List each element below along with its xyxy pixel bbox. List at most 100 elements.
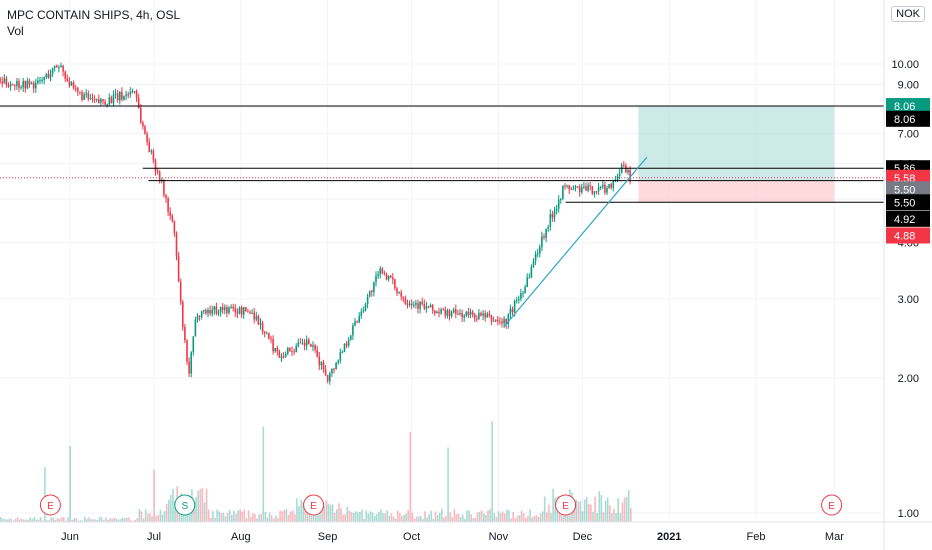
volume-bar xyxy=(590,504,592,522)
price-scale-tag: 8.06 xyxy=(886,110,930,127)
candle-body xyxy=(511,308,514,313)
volume-bar xyxy=(373,515,376,522)
candle-body xyxy=(417,303,419,309)
volume-bar xyxy=(151,516,153,522)
candle-body xyxy=(224,307,226,310)
candle-body xyxy=(87,93,90,99)
candle-body xyxy=(98,99,100,103)
x-tick-label: Oct xyxy=(403,531,420,543)
candle-body xyxy=(26,80,29,89)
candle-body xyxy=(70,82,73,86)
candle-body xyxy=(572,188,575,190)
candle-body xyxy=(226,307,228,313)
volume-bar xyxy=(619,513,622,522)
candle-body xyxy=(93,99,96,101)
volume-bar xyxy=(300,499,302,522)
volume-bar xyxy=(338,503,340,522)
volume-bar xyxy=(531,517,533,522)
volume-bar xyxy=(117,519,120,522)
volume-bar xyxy=(378,512,380,522)
candle-body xyxy=(209,309,211,314)
candle-body xyxy=(480,312,482,316)
volume-bar xyxy=(592,511,594,522)
volume-bar xyxy=(283,509,286,522)
volume-bar xyxy=(163,510,166,522)
symbol-title[interactable]: MPC CONTAIN SHIPS, 4h, OSL xyxy=(7,8,181,22)
candle-body xyxy=(608,184,610,189)
volume-bar xyxy=(630,507,632,522)
volume-label[interactable]: Vol xyxy=(7,24,24,38)
candle-body xyxy=(356,321,358,323)
candle-body xyxy=(39,80,41,82)
candle-body xyxy=(133,91,136,93)
candle-body xyxy=(291,350,293,352)
candle-body xyxy=(184,326,186,341)
volume-bar xyxy=(256,518,258,522)
volume-bar xyxy=(96,520,99,522)
volume-bar xyxy=(344,514,346,522)
currency-button[interactable]: NOK xyxy=(891,6,925,22)
event-circle xyxy=(39,494,61,516)
volume-bar xyxy=(111,518,113,522)
candle-body xyxy=(421,301,423,305)
y-tick-label: 10.00 xyxy=(891,59,919,71)
candle-body xyxy=(488,313,491,316)
candle-body xyxy=(457,313,459,315)
candle-body xyxy=(173,221,176,234)
candle-body xyxy=(268,333,270,339)
volume-bar xyxy=(212,510,214,522)
volume-bar xyxy=(231,514,233,522)
candle-body xyxy=(108,97,111,105)
volume-bar xyxy=(136,518,139,522)
event-marker-E[interactable]: E xyxy=(39,494,61,516)
event-marker-S[interactable]: S xyxy=(174,494,196,516)
volume-bar xyxy=(514,518,517,522)
volume-bar xyxy=(138,509,141,522)
candle-body xyxy=(146,133,148,142)
volume-bar xyxy=(105,517,107,522)
volume-bar xyxy=(455,514,458,522)
volume-bar xyxy=(411,512,414,522)
candle-body xyxy=(205,309,207,314)
volume-bar xyxy=(426,517,428,522)
volume-bar xyxy=(413,518,416,522)
candle-body xyxy=(314,345,316,350)
volume-bar xyxy=(220,513,223,522)
volume-bar xyxy=(501,511,504,522)
candle-body xyxy=(597,187,600,192)
volume-bar xyxy=(407,510,409,522)
volume-bar xyxy=(365,510,367,522)
price-scale-tag: 5.50 xyxy=(886,194,930,211)
candle-body xyxy=(467,311,470,316)
volume-bar xyxy=(611,513,613,522)
event-marker-E[interactable]: E xyxy=(303,494,325,516)
volume-bar xyxy=(325,500,328,522)
candle-body xyxy=(49,73,52,78)
volume-bar xyxy=(478,511,481,522)
candle-body xyxy=(612,180,615,188)
volume-bar xyxy=(510,518,512,522)
candle-body xyxy=(394,279,396,289)
event-marker-E[interactable]: E xyxy=(821,494,843,516)
volume-bar xyxy=(262,426,265,522)
candle-body xyxy=(459,313,461,315)
candle-body xyxy=(32,82,35,89)
price-tag-label: 8.06 xyxy=(894,101,915,113)
volume-bar xyxy=(493,513,496,522)
candle-body xyxy=(270,338,272,340)
candle-body xyxy=(434,310,436,314)
candle-body xyxy=(137,98,140,109)
event-marker-E[interactable]: E xyxy=(555,494,577,516)
candle-body xyxy=(368,290,371,297)
volume-bar xyxy=(205,488,208,522)
volume-bar xyxy=(298,506,300,522)
volume-bar xyxy=(527,516,529,522)
candle-body xyxy=(251,312,253,314)
candle-body xyxy=(413,304,415,306)
candle-body xyxy=(513,301,516,313)
candle-body xyxy=(455,309,457,314)
volume-bar xyxy=(268,512,271,522)
candle-body xyxy=(312,345,314,347)
candle-body xyxy=(7,85,10,87)
